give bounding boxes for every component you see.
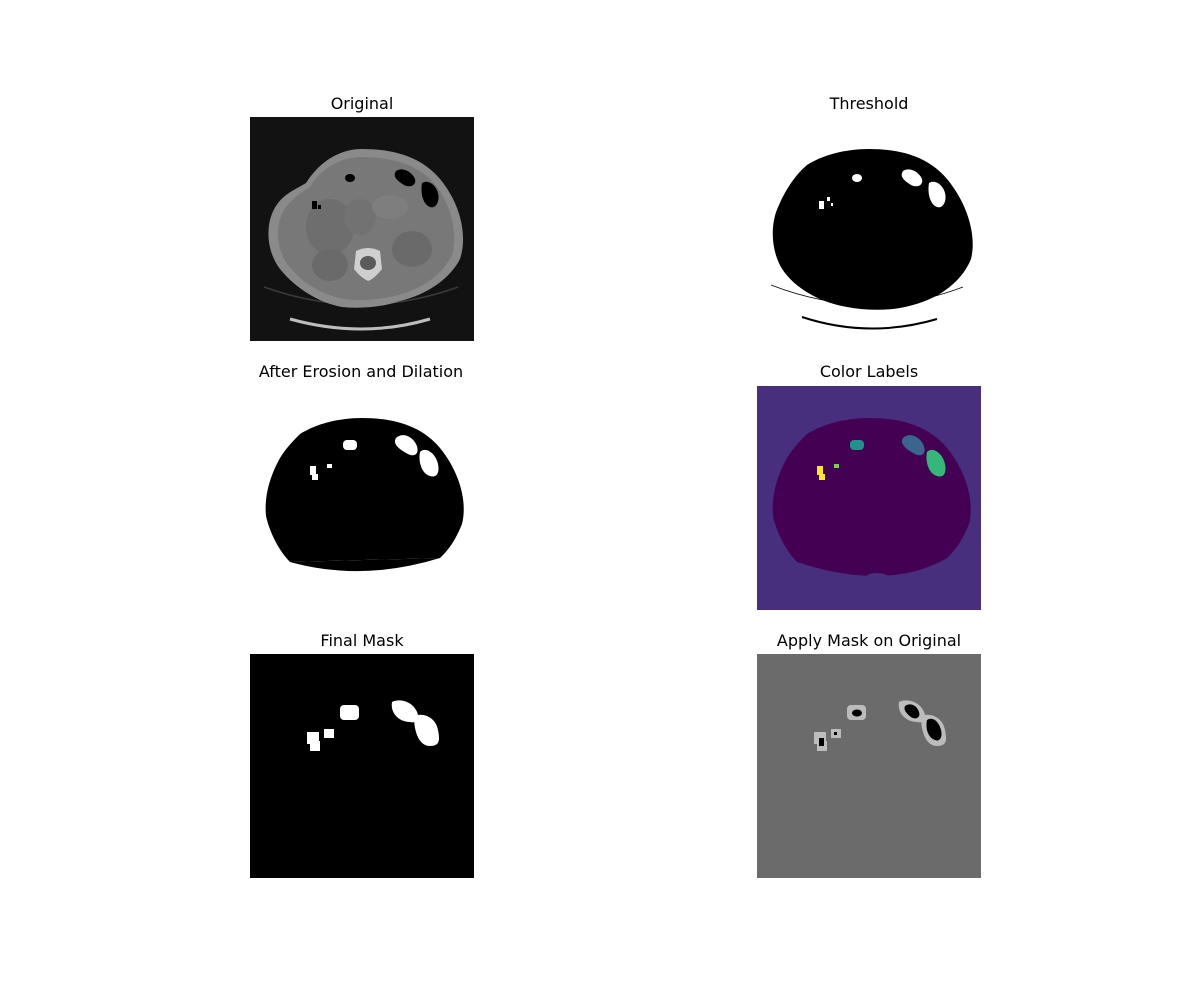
threshold-image bbox=[757, 117, 981, 341]
erosion-dilation-image bbox=[250, 386, 474, 610]
panel-title-threshold: Threshold bbox=[829, 94, 909, 113]
panel-title-apply-mask: Apply Mask on Original bbox=[776, 631, 962, 650]
panel-title-color-labels: Color Labels bbox=[819, 362, 919, 381]
final-mask-image bbox=[250, 654, 474, 878]
panel-title-final-mask: Final Mask bbox=[320, 631, 404, 650]
color-labels-image bbox=[757, 386, 981, 610]
apply-mask-image bbox=[757, 654, 981, 878]
ct-original-image bbox=[250, 117, 474, 341]
panel-title-erosion-dilation: After Erosion and Dilation bbox=[258, 362, 464, 381]
panel-title-original: Original bbox=[330, 94, 394, 113]
